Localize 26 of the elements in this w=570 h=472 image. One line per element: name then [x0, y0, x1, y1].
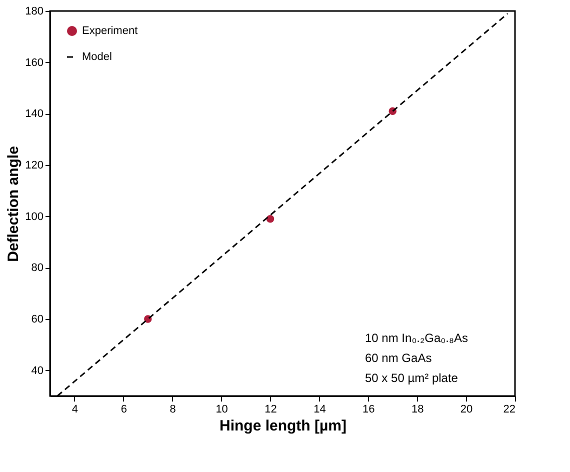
y-tick-label: 60: [31, 314, 44, 326]
y-tick-label: 160: [25, 56, 44, 69]
y-tick-label: 100: [25, 210, 44, 223]
annotation: 60 nm GaAs: [365, 351, 432, 365]
y-axis-title: Deflection angle: [5, 146, 22, 262]
x-tick-label: 4: [72, 404, 78, 416]
x-tick-label: 6: [120, 404, 127, 416]
x-tick-label: 16: [362, 404, 375, 416]
x-tick-label: 12: [264, 404, 277, 416]
legend-label: Model: [82, 51, 112, 63]
x-tick-label: 14: [314, 404, 326, 416]
annotation: 50 x 50 µm² plate: [365, 371, 458, 385]
y-tick-label: 40: [31, 364, 44, 377]
annotation: 10 nm In₀.₂Ga₀.₈As: [365, 331, 468, 345]
y-tick-label: 80: [31, 262, 44, 274]
x-tick-label: 18: [411, 404, 424, 416]
x-tick-label: 8: [170, 404, 176, 416]
x-tick-label: 22: [503, 404, 516, 416]
y-tick-label: 180: [25, 6, 44, 18]
y-tick-label: 120: [25, 160, 44, 172]
point: [266, 215, 274, 223]
x-tick-label: 10: [216, 404, 228, 416]
legend-label: Experiment: [82, 25, 138, 37]
x-axis-title: Hinge length [µm]: [220, 418, 346, 434]
y-tick-label: 140: [25, 108, 44, 120]
x-tick-label: 20: [460, 404, 473, 416]
